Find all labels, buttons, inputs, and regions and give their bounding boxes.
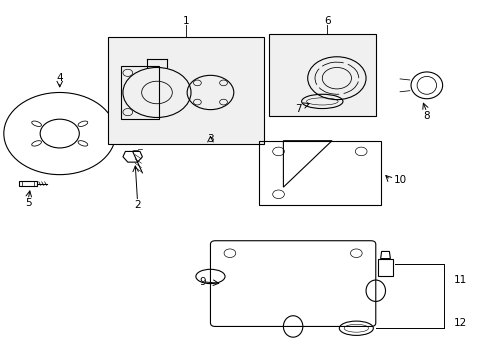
Text: 1: 1 [183,16,189,26]
Text: 2: 2 [134,200,141,210]
Text: 12: 12 [453,318,466,328]
Text: 5: 5 [25,198,31,208]
Text: 10: 10 [393,175,406,185]
Bar [259,141,380,205]
Text: 4: 4 [56,73,63,83]
Bar [268,33,375,116]
Text: 11: 11 [453,275,466,285]
Bar [377,258,392,276]
Bar [108,37,264,144]
Text: 6: 6 [323,16,330,26]
Text: 9: 9 [200,277,206,287]
Text: 7: 7 [294,104,301,113]
Text: 3: 3 [207,134,213,144]
Text: 8: 8 [423,111,429,121]
